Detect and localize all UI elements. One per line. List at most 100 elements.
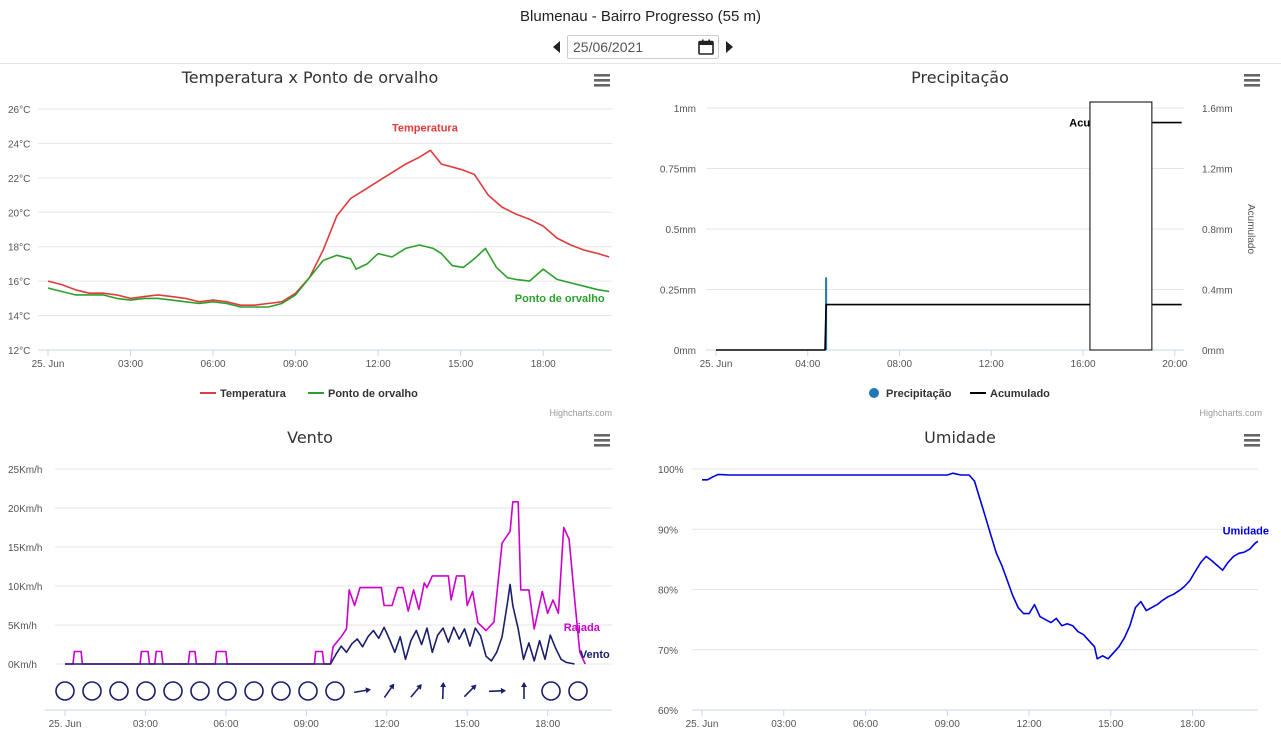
y-tick-label: 26°C — [8, 105, 30, 116]
chart-title: Precipitação — [911, 68, 1009, 87]
chart-title: Temperatura x Ponto de orvalho — [181, 68, 439, 87]
x-tick-label: 15:00 — [455, 719, 480, 730]
y-tick-label: 0Km/h — [8, 660, 37, 671]
wind-chart-svg: Vento 0Km/h 5Km/h 10Km/h 15Km/h 20Km/h 25Km/h… — [8, 428, 612, 730]
y2-axis-title: Acumulado — [1245, 204, 1256, 254]
x-tick-label: 25. Jun — [686, 719, 719, 730]
chart-menu-icon[interactable] — [594, 74, 610, 87]
x-tick-label: 09:00 — [283, 359, 308, 370]
grid — [38, 108, 612, 317]
plot: Acumulado — [716, 101, 1182, 351]
calm-circle-icon — [163, 681, 183, 701]
legend-item-precipitacao[interactable]: Precipitação — [869, 388, 952, 400]
y-axis: 60% 70% 80% 90% 100% — [658, 465, 684, 717]
wind-arrow-icon — [463, 684, 477, 698]
x-axis: 25. Jun 03:00 06:00 09:00 12:00 15:00 18:00 — [45, 709, 612, 730]
chart-menu-icon[interactable] — [1244, 434, 1260, 447]
x-tick-label: 25. Jun — [32, 359, 65, 370]
date-navigation — [550, 34, 736, 60]
legend-item-temperatura[interactable]: Temperatura — [200, 388, 287, 400]
legend-label: Temperatura — [220, 388, 287, 400]
calm-circle-icon — [541, 681, 561, 701]
series-label: Umidade — [1223, 525, 1269, 537]
x-tick-label: 06:00 — [201, 359, 226, 370]
caret-left-icon[interactable] — [550, 37, 564, 57]
credits-link[interactable]: Highcharts.com — [1199, 408, 1262, 418]
calm-circle-icon — [55, 681, 75, 701]
x-tick-label: 18:00 — [1180, 719, 1205, 730]
y-tick-label: 0mm — [674, 346, 696, 357]
y-tick-label: 0.75mm — [660, 165, 696, 176]
calm-circle-icon — [136, 681, 156, 701]
wind-arrow-icon — [440, 682, 447, 700]
y-tick-label: 20°C — [8, 208, 30, 219]
x-tick-label: 03:00 — [118, 359, 143, 370]
y-tick-label: 70% — [658, 646, 678, 657]
wind-arrow-icon — [521, 682, 527, 699]
humidity-chart-svg: Umidade 60% 70% 80% 90% 100% 25. Jun 03:00 06:… — [658, 428, 1269, 730]
y-tick-label: 90% — [658, 525, 678, 536]
y-tick-label: 18°C — [8, 243, 30, 254]
caret-right-icon[interactable] — [722, 37, 736, 57]
legend-label: Acumulado — [990, 388, 1050, 400]
y-tick-label: 16°C — [8, 277, 30, 288]
arrow-head — [416, 684, 422, 690]
series-line-rajada[interactable] — [65, 501, 586, 665]
y-tick-label: 24°C — [8, 139, 30, 150]
wind-arrow-icon — [410, 684, 422, 698]
x-axis: 25. Jun 03:00 06:00 09:00 12:00 15:00 18:00 — [686, 709, 1258, 730]
credits-link[interactable]: Highcharts.com — [549, 408, 612, 418]
x-tick-label: 18:00 — [535, 719, 560, 730]
x-tick-label: 06:00 — [213, 719, 238, 730]
series-line-vento[interactable] — [65, 583, 575, 665]
date-input[interactable] — [568, 36, 693, 58]
calm-circle-icon — [568, 681, 588, 701]
x-tick-label: 12:00 — [374, 719, 399, 730]
x-tick-label: 25. Jun — [700, 359, 733, 370]
wind-direction-row — [55, 681, 588, 701]
legend-item-acumulado[interactable]: Acumulado — [970, 388, 1050, 400]
calm-circle-icon — [109, 681, 129, 701]
x-axis: 25. Jun 03:00 06:00 09:00 12:00 15:00 18:00 — [32, 349, 612, 370]
series-line-acumulado[interactable] — [716, 303, 1182, 351]
temperature-chart: Temperatura x Ponto de orvalho 12°C 14°C 1… — [0, 63, 620, 421]
y-tick-label: 0.25mm — [660, 286, 696, 297]
plot: Temperatura Ponto de orvalho — [47, 122, 610, 308]
x-tick-label: 12:00 — [1017, 719, 1042, 730]
y-tick-label: 60% — [658, 706, 678, 717]
y-tick-label: 12°C — [8, 346, 30, 357]
y-tick-label: 14°C — [8, 312, 30, 323]
precipitation-chart-svg: Precipitação 0mm 0.25mm 0.5mm 0.75mm 1mm 0mm… — [660, 68, 1262, 418]
chart-menu-icon[interactable] — [1244, 74, 1260, 87]
grid — [692, 468, 1258, 651]
y-tick-label: 20Km/h — [8, 504, 42, 515]
calendar-icon[interactable] — [698, 39, 714, 60]
y-tick-label: 0.5mm — [665, 225, 696, 236]
calm-circle-icon — [271, 681, 291, 701]
y2-tick-label: 0mm — [1202, 346, 1224, 357]
page-header: Blumenau - Bairro Progresso (55 m) — [0, 0, 1281, 64]
arrow-head — [470, 684, 477, 691]
legend: Temperatura Ponto de orvalho — [200, 388, 418, 400]
y-axis: 0mm 0.25mm 0.5mm 0.75mm 1mm — [660, 104, 696, 357]
legend-item-ponto-de-orvalho[interactable]: Ponto de orvalho — [308, 388, 418, 400]
calm-circle-icon — [190, 681, 210, 701]
x-tick-label: 15:00 — [1098, 719, 1123, 730]
series-line-ponto-de-orvalho[interactable] — [47, 244, 610, 308]
wind-arrow-icon — [353, 687, 371, 694]
y2-tick-label: 1.2mm — [1202, 165, 1233, 176]
series-line-temperatura[interactable] — [47, 149, 610, 306]
x-tick-label: 06:00 — [853, 719, 878, 730]
y-tick-label: 1mm — [674, 104, 696, 115]
legend-label: Precipitação — [886, 388, 952, 400]
precipitation-chart: Precipitação 0mm 0.25mm 0.5mm 0.75mm 1mm 0mm… — [640, 63, 1270, 421]
y-tick-label: 10Km/h — [8, 582, 42, 593]
chart-menu-icon[interactable] — [594, 434, 610, 447]
plot: Umidade — [702, 472, 1269, 660]
series-line-umidade[interactable] — [702, 472, 1259, 660]
y-axis: 12°C 14°C 16°C 18°C 20°C 22°C 24°C 26°C — [8, 105, 30, 357]
x-tick-label: 03:00 — [133, 719, 158, 730]
arrow-head — [365, 687, 371, 694]
wind-chart: Vento 0Km/h 5Km/h 10Km/h 15Km/h 20Km/h 25Km/h… — [0, 423, 620, 741]
x-tick-label: 03:00 — [771, 719, 796, 730]
